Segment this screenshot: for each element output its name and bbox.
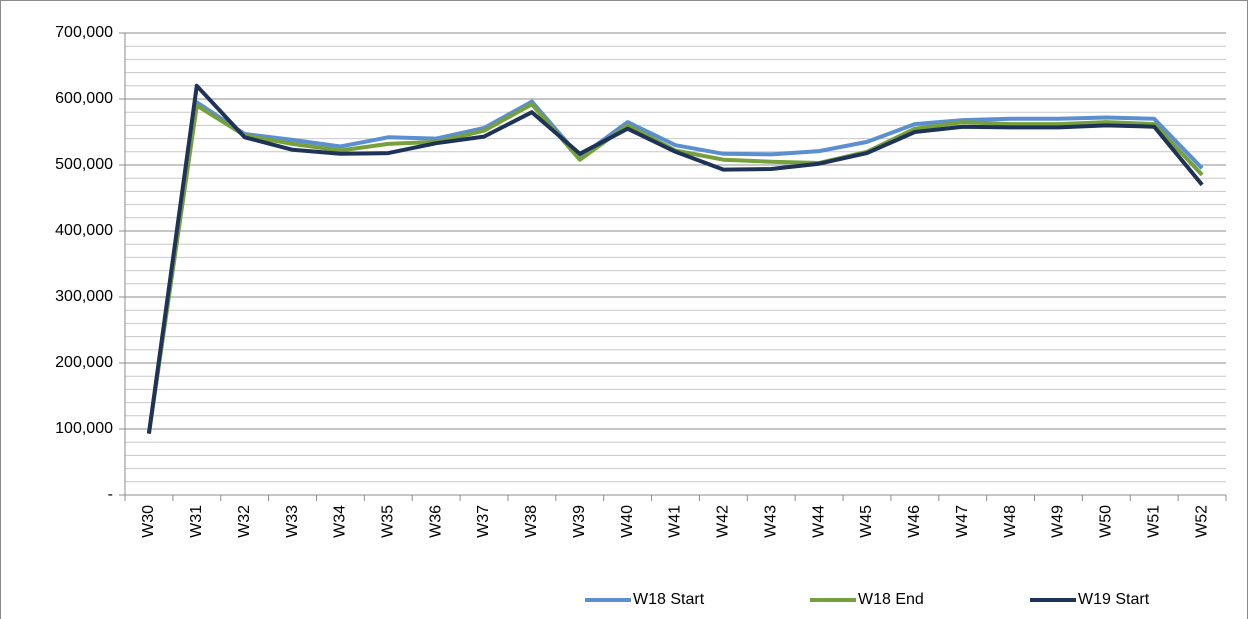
y-tick-label: -	[108, 486, 113, 503]
x-tick-label: W45	[858, 505, 875, 538]
legend-label: W18 End	[858, 591, 924, 608]
x-tick-label: W33	[284, 505, 301, 538]
y-tick-label: 700,000	[55, 24, 113, 41]
x-tick-label: W40	[619, 505, 636, 538]
y-tick-label: 500,000	[55, 156, 113, 173]
x-tick-label: W39	[571, 505, 588, 538]
x-tick-label: W38	[523, 505, 540, 538]
x-tick-label: W30	[140, 505, 157, 538]
x-tick-label: W43	[762, 505, 779, 538]
x-tick-label: W34	[332, 505, 349, 538]
y-tick-label: 300,000	[55, 288, 113, 305]
x-tick-label: W32	[236, 505, 253, 538]
x-tick-label: W35	[380, 505, 397, 538]
legend-label: W18 Start	[633, 591, 705, 608]
y-tick-label: 100,000	[55, 420, 113, 437]
x-tick-label: W46	[906, 505, 923, 538]
x-tick-label: W36	[427, 505, 444, 538]
y-tick-label: 600,000	[55, 90, 113, 107]
x-tick-label: W49	[1050, 505, 1067, 538]
y-tick-label: 200,000	[55, 354, 113, 371]
x-tick-label: W31	[188, 505, 205, 538]
legend-label: W19 Start	[1078, 591, 1150, 608]
x-tick-label: W52	[1193, 505, 1210, 538]
series-line	[146, 83, 1204, 434]
x-tick-label: W48	[1002, 505, 1019, 538]
x-tick-label: W44	[810, 505, 827, 538]
x-tick-label: W42	[715, 505, 732, 538]
x-tick-label: W50	[1098, 505, 1115, 538]
x-tick-label: W37	[475, 505, 492, 538]
x-tick-label: W51	[1145, 505, 1162, 538]
x-tick-label: W47	[954, 505, 971, 538]
x-tick-label: W41	[667, 505, 684, 538]
series-line	[146, 99, 1204, 434]
y-tick-label: 400,000	[55, 222, 113, 239]
